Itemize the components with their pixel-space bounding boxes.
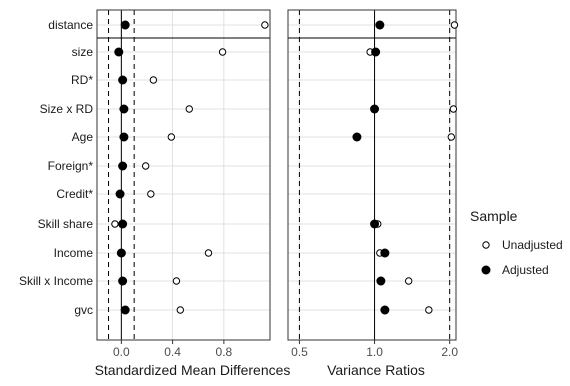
point-adjusted-p0-r9 xyxy=(118,276,128,286)
point-unadjusted-p0-r6 xyxy=(147,190,155,198)
point-adjusted-p0-r0 xyxy=(120,20,130,30)
row-label-9: Skill x Income xyxy=(19,274,93,288)
point-unadjusted-p0-r10 xyxy=(176,306,184,314)
axis-title-p1: Variance Ratios xyxy=(327,362,425,378)
tick-label-p0-0: 0.0 xyxy=(113,345,130,359)
row-label-4: Age xyxy=(72,130,94,144)
point-adjusted-p0-r8 xyxy=(116,248,126,258)
legend-marker-0 xyxy=(482,241,490,249)
row-label-5: Foreign* xyxy=(48,159,94,173)
point-unadjusted-p1-r0 xyxy=(450,21,459,29)
point-unadjusted-p0-r2 xyxy=(149,76,158,84)
point-adjusted-p0-r3 xyxy=(119,104,129,114)
point-adjusted-p1-r10 xyxy=(380,305,390,315)
point-unadjusted-p1-r4 xyxy=(447,133,455,141)
point-unadjusted-p0-r4 xyxy=(167,133,176,141)
point-adjusted-p1-r3 xyxy=(370,104,380,114)
point-adjusted-p1-r7 xyxy=(370,219,380,229)
point-adjusted-p0-r7 xyxy=(118,219,128,229)
point-unadjusted-p1-r9 xyxy=(404,277,413,285)
row-label-3: Size x RD xyxy=(40,102,94,116)
point-adjusted-p1-r1 xyxy=(371,47,381,57)
panel-border-p1 xyxy=(287,9,457,341)
row-label-6: Credit* xyxy=(56,187,93,201)
row-label-0: distance xyxy=(48,18,93,32)
tick-label-p0-2: 0.8 xyxy=(216,345,233,359)
point-adjusted-p0-r1 xyxy=(114,47,124,57)
tick-label-p1-2: 2.0 xyxy=(441,345,458,359)
row-label-10: gvc xyxy=(74,303,93,317)
point-adjusted-p1-r0 xyxy=(375,20,385,30)
point-unadjusted-p0-r5 xyxy=(141,162,150,170)
point-adjusted-p1-r8 xyxy=(380,248,390,258)
tick-label-p1-1: 1.0 xyxy=(366,345,383,359)
point-adjusted-p0-r2 xyxy=(118,75,128,85)
point-unadjusted-p1-r3 xyxy=(449,105,458,113)
row-label-2: RD* xyxy=(71,73,93,87)
tick-label-p1-0: 0.5 xyxy=(291,345,308,359)
legend-marker-1 xyxy=(481,265,491,275)
legend-label-1: Adjusted xyxy=(502,263,549,277)
point-adjusted-p0-r10 xyxy=(120,305,130,315)
point-unadjusted-p1-r10 xyxy=(425,306,433,314)
point-adjusted-p0-r6 xyxy=(115,189,125,199)
point-unadjusted-p0-r7 xyxy=(111,220,119,228)
point-adjusted-p0-r5 xyxy=(118,161,128,171)
legend-title: Sample xyxy=(470,208,518,224)
point-adjusted-p1-r9 xyxy=(376,276,386,286)
point-unadjusted-p0-r0 xyxy=(261,21,269,29)
row-label-1: size xyxy=(72,45,94,59)
point-unadjusted-p0-r3 xyxy=(185,105,193,113)
tick-label-p0-1: 0.4 xyxy=(164,345,181,359)
point-unadjusted-p0-r8 xyxy=(204,249,213,257)
row-label-7: Skill share xyxy=(38,217,94,231)
point-unadjusted-p0-r9 xyxy=(172,277,181,285)
point-adjusted-p0-r4 xyxy=(119,132,129,142)
point-unadjusted-p0-r1 xyxy=(218,48,227,56)
legend-label-0: Unadjusted xyxy=(502,238,563,252)
panel-border-p0 xyxy=(96,9,271,341)
row-label-8: Income xyxy=(54,246,94,260)
point-adjusted-p1-r4 xyxy=(352,132,362,142)
axis-title-p0: Standardized Mean Differences xyxy=(95,362,291,378)
